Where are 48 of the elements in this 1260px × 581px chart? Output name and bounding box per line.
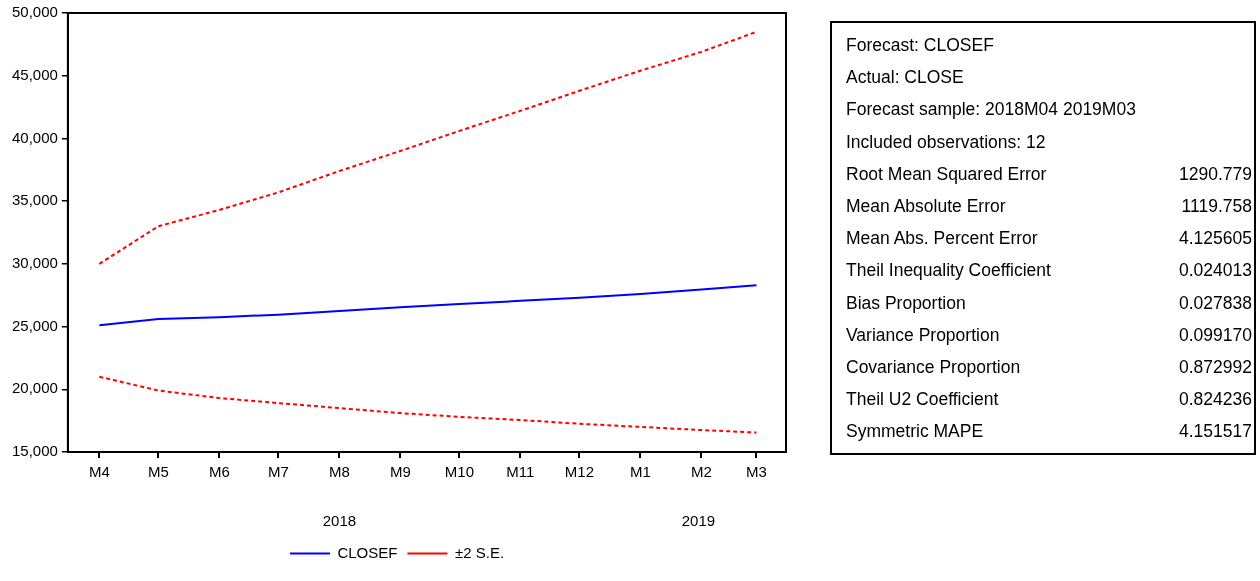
x-tick-label: M4: [88, 463, 110, 481]
legend-label: CLOSEF: [337, 543, 398, 561]
y-tick-label: 30,000: [11, 254, 58, 271]
y-tick-label: 50,000: [11, 3, 58, 21]
x-tick-label: M10: [444, 463, 474, 481]
y-tick-label: 40,000: [11, 128, 58, 146]
x-tick-label: M6: [208, 463, 230, 481]
category-label: Mean Absolute Error: [846, 194, 1006, 218]
x-tick-label: M2: [690, 463, 712, 481]
category-label: Symmetric MAPE: [846, 420, 984, 444]
text: Actual: CLOSE: [846, 66, 964, 90]
x-tick-label: M11: [506, 463, 535, 481]
y-tick-label: 20,000: [11, 379, 58, 397]
line-series: [98, 375, 758, 434]
x-tick-label: M8: [328, 463, 350, 481]
text: Included observations: 12: [846, 130, 1046, 154]
data-label: 0.099170: [1179, 323, 1253, 347]
category-label: Root Mean Squared Error: [846, 162, 1047, 186]
x-tick-label: M9: [389, 463, 411, 481]
x-tick-label: M1: [629, 463, 651, 481]
category-label: Bias Proportion: [846, 291, 966, 315]
text: 2018: [322, 512, 357, 530]
x-tick-label: M12: [564, 463, 595, 481]
category-label: Mean Abs. Percent Error: [846, 227, 1038, 251]
y-tick-label: 15,000: [11, 442, 58, 460]
y-tick-label: 35,000: [11, 191, 58, 209]
data-label: 4.125605: [1179, 227, 1253, 251]
data-label: 1290.779: [1179, 162, 1253, 186]
data-label: 0.872992: [1179, 355, 1253, 379]
y-tick-label: 45,000: [11, 65, 58, 83]
category-label: Covariance Proportion: [846, 355, 1021, 379]
data-label: 0.027838: [1179, 291, 1253, 315]
text: Forecast: CLOSEF: [846, 34, 994, 57]
text: Forecast sample: 2018M04 2019M03: [846, 98, 1136, 122]
x-tick-label: M7: [267, 463, 289, 481]
data-label: 4.151517: [1179, 420, 1253, 444]
category-label: Variance Proportion: [846, 323, 1000, 347]
line-series: [98, 30, 758, 265]
legend-label: ±2 S.E.: [454, 543, 505, 561]
data-label: 0.824236: [1179, 388, 1253, 412]
category-label: Theil U2 Coefficient: [846, 388, 999, 412]
text: 2019: [681, 512, 716, 530]
data-label: 1119.758: [1181, 194, 1253, 218]
data-label: 0.024013: [1179, 259, 1253, 283]
category-label: Theil Inequality Coefficient: [846, 259, 1051, 283]
y-tick-label: 25,000: [11, 316, 58, 334]
x-tick-label: M5: [147, 463, 169, 481]
x-tick-label: M3: [746, 463, 767, 481]
